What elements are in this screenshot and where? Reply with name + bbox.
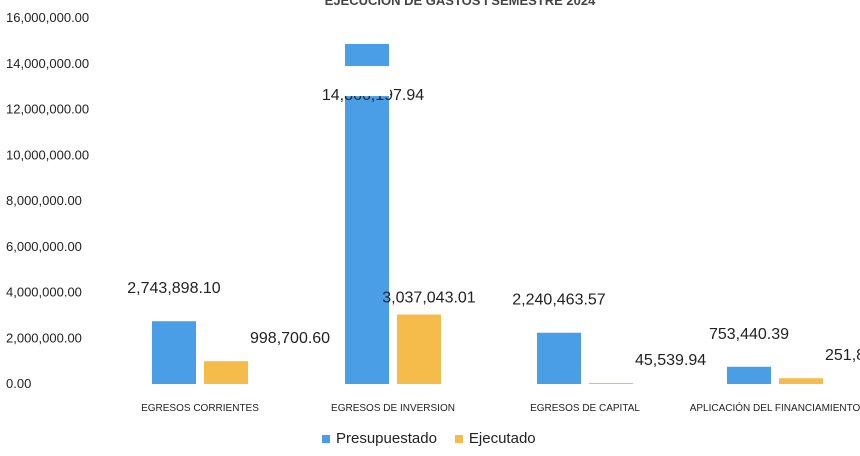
- y-tick-label: 8,000,000.00: [6, 193, 82, 208]
- y-tick-label: 14,000,000.00: [6, 56, 89, 71]
- data-label-presupuestado: 2,240,463.57: [512, 292, 606, 309]
- y-tick-label: 6,000,000.00: [6, 239, 82, 254]
- data-label-ejecutado: 998,700.60: [250, 330, 330, 347]
- data-label-ejecutado: 45,539.94: [635, 352, 706, 369]
- data-label-ejecutado: 251,838.97: [825, 347, 860, 364]
- legend: Presupuestado Ejecutado: [322, 430, 554, 447]
- legend-item-ejecutado: Ejecutado: [454, 430, 536, 447]
- bar-presupuestado: [152, 321, 196, 384]
- legend-swatch-ejecutado: [454, 434, 463, 443]
- bar-presupuestado: [537, 332, 581, 384]
- legend-label-presupuestado: Presupuestado: [336, 430, 437, 447]
- data-label-presupuestado: 2,743,898.10: [127, 280, 221, 297]
- axis-break: [344, 66, 390, 97]
- x-category-label: EGRESOS CORRIENTES: [141, 403, 259, 414]
- legend-label-ejecutado: Ejecutado: [468, 430, 536, 447]
- y-tick-label: 4,000,000.00: [6, 285, 82, 300]
- data-label-presupuestado: 753,440.39: [709, 326, 789, 343]
- x-category-label: EGRESOS DE INVERSION: [331, 403, 455, 414]
- chart-title: EJECUCIÓN DE GASTOS I SEMESTRE 2024: [324, 0, 596, 8]
- bars: 2,743,898.10998,700.6014,866,197.943,037…: [127, 43, 860, 384]
- y-tick-label: 16,000,000.00: [6, 10, 89, 25]
- bar-presupuestado: [727, 366, 771, 384]
- y-tick-label: 10,000,000.00: [6, 147, 89, 162]
- x-axis: EGRESOS CORRIENTES EGRESOS DE INVERSION EG…: [141, 401, 860, 414]
- x-category-label: APLICACIÓN DEL FINANCIAMIENTO: [690, 401, 860, 414]
- x-category-label: EGRESOS DE CAPITAL: [530, 403, 640, 414]
- data-label-ejecutado: 3,037,043.01: [382, 290, 476, 307]
- y-tick-label: 0.00: [6, 376, 31, 391]
- bar-ejecutado: [204, 361, 248, 384]
- bar-ejecutado: [397, 314, 441, 384]
- legend-item-presupuestado: Presupuestado: [322, 430, 437, 447]
- bar-presupuestado: [345, 43, 389, 384]
- bar-ejecutado: [779, 378, 823, 384]
- y-axis: 0.00 2,000,000.00 4,000,000.00 6,000,000.00…: [6, 10, 89, 391]
- legend-swatch-presupuestado: [322, 434, 330, 443]
- bar-ejecutado: [589, 382, 633, 384]
- y-tick-label: 12,000,000.00: [6, 102, 89, 117]
- y-tick-label: 2,000,000.00: [6, 330, 82, 345]
